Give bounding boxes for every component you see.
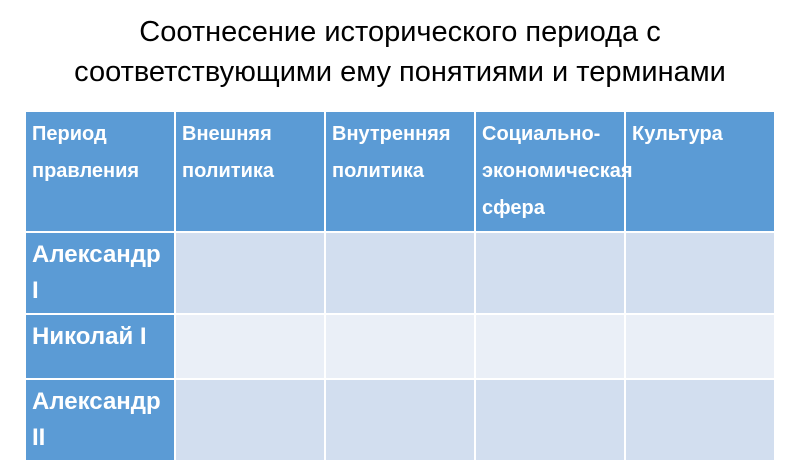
table-cell [474,378,626,462]
table-cell [624,313,776,380]
table-row: Александр I [24,231,776,315]
table-cell [474,313,626,380]
table-cell [174,231,326,315]
table-cell [174,313,326,380]
header-period: Период правления [24,110,176,233]
header-culture: Культура [624,110,776,233]
row-label: Александр II [24,378,176,462]
table-row: Александр II [24,378,776,462]
table-cell [624,231,776,315]
header-foreign-policy: Внешняя политика [174,110,326,233]
title-line-1: Соотнесение исторического периода с [139,16,661,48]
table-cell [474,231,626,315]
row-label: Николай I [24,313,176,380]
slide-title: Соотнесение исторического периода с соот… [0,12,800,92]
row-label: Александр I [24,231,176,315]
table-cell [324,231,476,315]
header-domestic-policy: Внутренняя политика [324,110,476,233]
title-line-2: соответствующими ему понятиями и термина… [74,56,726,88]
period-table: Период правления Внешняя политика Внутре… [24,110,776,462]
table-cell [324,313,476,380]
table-row: Николай I [24,313,776,380]
table-cell [324,378,476,462]
header-socio-economic: Социально-экономическая сфера [474,110,633,233]
table-cell [624,378,776,462]
header-row: Период правления Внешняя политика Внутре… [24,110,776,233]
table-cell [174,378,326,462]
